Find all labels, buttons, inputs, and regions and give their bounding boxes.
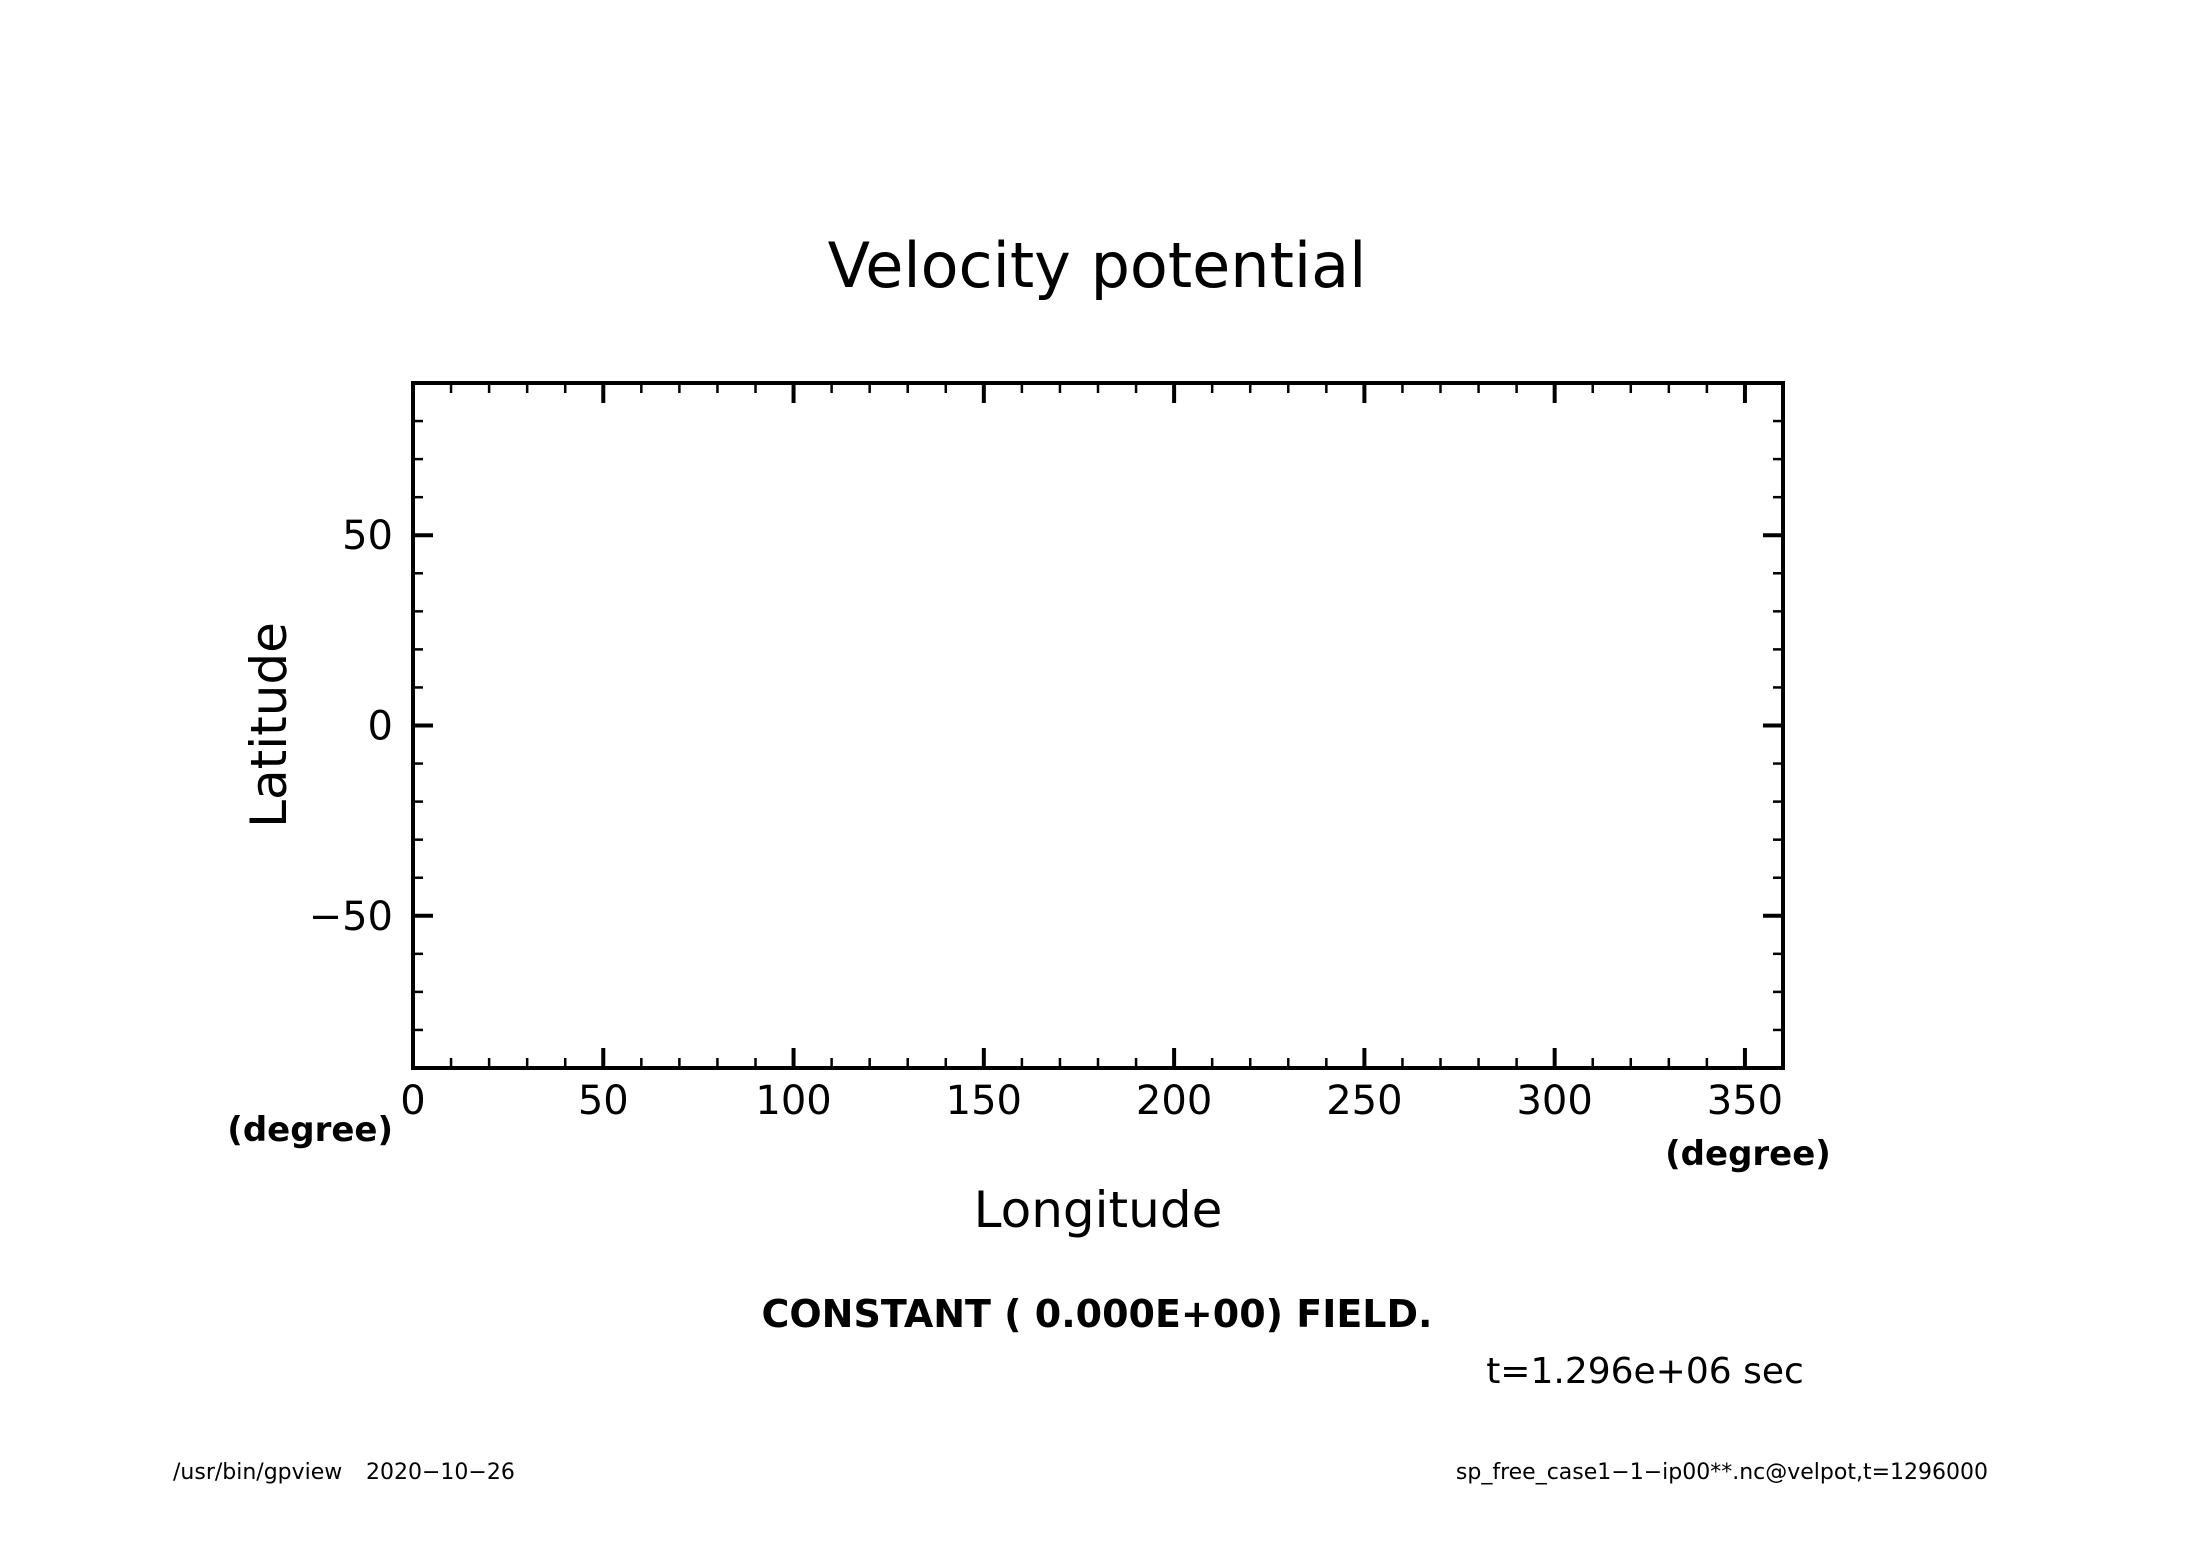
x-axis-ticks bbox=[411, 383, 1785, 1068]
y-axis-tick-labels: −50 0 50 bbox=[309, 513, 393, 940]
plot-area: 0 50 100 150 200 250 300 350 −50 0 50 bbox=[309, 381, 1785, 1124]
x-tick-label: 50 bbox=[578, 1078, 629, 1124]
x-tick-label: 250 bbox=[1326, 1078, 1402, 1124]
x-tick-label: 100 bbox=[755, 1078, 831, 1124]
y-axis-unit: (degree) bbox=[227, 1110, 393, 1150]
time-label: t=1.296e+06 sec bbox=[1486, 1351, 1804, 1392]
y-tick-label: 0 bbox=[368, 704, 393, 750]
y-axis-ticks bbox=[413, 381, 1783, 1070]
x-tick-label: 300 bbox=[1516, 1078, 1592, 1124]
x-axis-title: Longitude bbox=[974, 1181, 1223, 1239]
y-tick-label: −50 bbox=[309, 894, 393, 940]
x-tick-label: 150 bbox=[946, 1078, 1022, 1124]
x-tick-label: 0 bbox=[400, 1078, 425, 1124]
footer-program: /usr/bin/gpview bbox=[173, 1460, 342, 1485]
footer-date: 2020−10−26 bbox=[366, 1460, 515, 1485]
x-axis-tick-labels: 0 50 100 150 200 250 300 350 bbox=[400, 1078, 1783, 1124]
x-axis-unit: (degree) bbox=[1665, 1134, 1831, 1174]
y-axis-title: Latitude bbox=[240, 622, 298, 828]
chart-title: Velocity potential bbox=[828, 229, 1367, 302]
footer-source: sp_free_case1−1−ip00**.nc@velpot,t=12960… bbox=[1456, 1460, 1988, 1485]
constant-field-note: CONSTANT ( 0.000E+00) FIELD. bbox=[761, 1292, 1432, 1336]
x-tick-label: 350 bbox=[1707, 1078, 1783, 1124]
x-tick-label: 200 bbox=[1136, 1078, 1212, 1124]
y-tick-label: 50 bbox=[342, 513, 393, 559]
